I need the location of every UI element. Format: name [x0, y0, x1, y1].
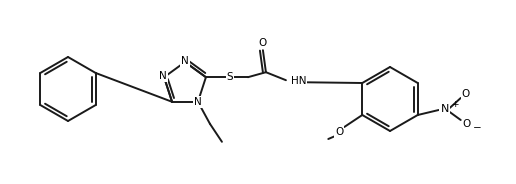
- Text: N: N: [159, 71, 167, 81]
- Text: O: O: [259, 38, 267, 48]
- Text: +: +: [450, 100, 458, 109]
- Text: S: S: [227, 72, 233, 82]
- Text: N: N: [181, 56, 189, 66]
- Text: −: −: [473, 123, 481, 133]
- Text: O: O: [462, 119, 471, 129]
- Text: N: N: [194, 97, 202, 107]
- Text: HN: HN: [291, 76, 307, 86]
- Text: O: O: [462, 89, 470, 99]
- Text: N: N: [441, 104, 449, 114]
- Text: O: O: [335, 127, 344, 137]
